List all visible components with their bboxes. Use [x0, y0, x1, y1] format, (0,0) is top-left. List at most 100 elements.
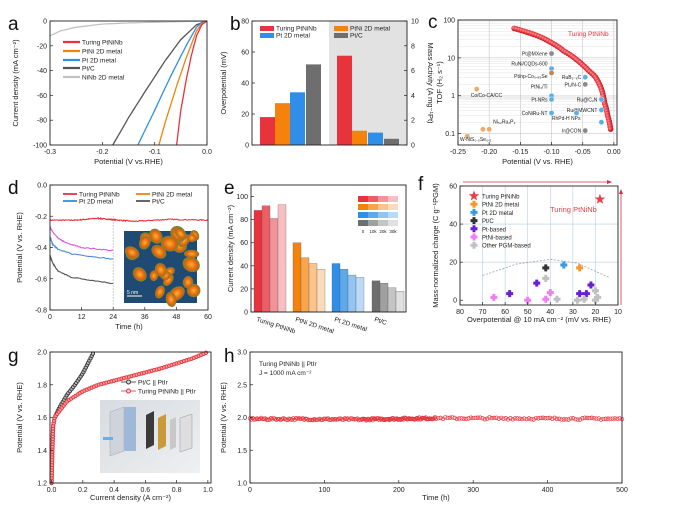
legend-label: 30k — [389, 229, 397, 234]
data-point-4 — [533, 279, 541, 287]
y-tick-label: 40 — [240, 263, 248, 270]
x-axis-title: Potential (V vs. RHE) — [502, 157, 573, 166]
data-point — [366, 417, 372, 422]
legend-label: Pt/C || PtIr — [138, 380, 169, 387]
x-tick-label: -0.2 — [96, 149, 108, 156]
inlet-tube — [103, 437, 113, 440]
y-tick-label: 0 — [43, 19, 47, 26]
data-point — [321, 416, 327, 421]
data-point — [471, 415, 476, 421]
micrograph-island — [151, 244, 167, 259]
inset-micrograph: 5 nm — [124, 225, 201, 308]
x-tick-label: 0.2 — [78, 487, 88, 494]
legend-swatch — [378, 196, 388, 202]
legend-swatch — [358, 220, 368, 226]
scale-bar-label: 5 nm — [127, 290, 138, 296]
y-tick-label: 8 — [411, 43, 415, 50]
legend-swatch — [334, 33, 348, 38]
data-point — [318, 417, 324, 422]
bar-2-2 — [347, 274, 357, 313]
data-point — [508, 416, 513, 421]
data-point — [612, 416, 618, 421]
plot-frame — [250, 184, 407, 313]
y-tick-label: 1.0 — [237, 481, 247, 488]
data-point — [557, 416, 562, 421]
data-point — [438, 415, 443, 421]
reference-label: Ru@MWCNT — [567, 108, 598, 114]
legend-label: Pt/C — [482, 219, 494, 225]
data-point — [517, 416, 522, 421]
legend-label: Turing PtNiNb — [82, 40, 123, 47]
x-tick-label: 200 — [393, 487, 405, 494]
data-point — [580, 416, 585, 421]
micrograph-island — [165, 291, 177, 308]
y-axis-title: TOF (H₂ s⁻¹) — [435, 61, 444, 104]
data-point — [543, 416, 548, 421]
y-axis-title: Potential (V vs. RHE) — [219, 382, 228, 453]
reference-point — [598, 119, 605, 126]
x-axis-title: Potential (V vs.RHE) — [94, 157, 163, 166]
y-tick-label: -0.8 — [35, 308, 47, 315]
data-point — [459, 416, 464, 421]
micrograph-island — [149, 228, 163, 244]
data-point — [526, 416, 532, 421]
data-point — [533, 415, 539, 421]
data-point — [309, 417, 314, 423]
inset-electrolyzer-illustration — [100, 400, 200, 473]
y-tick-label: 80 — [240, 217, 248, 224]
series-line-0 — [49, 216, 209, 223]
y-tick-label: 0 — [453, 298, 457, 305]
y-axis-title: Current density (mA cm⁻²) — [11, 39, 20, 127]
data-point — [352, 417, 357, 422]
data-point — [540, 415, 546, 420]
bar-0-3 — [277, 204, 287, 313]
data-point-0 — [594, 193, 606, 204]
x-tick-label: 70 — [479, 309, 487, 316]
data-point — [571, 416, 576, 421]
micrograph-island — [124, 246, 140, 259]
data-point — [603, 416, 608, 421]
y-axis-title: Current density (mA cm⁻²) — [226, 204, 235, 292]
data-point — [461, 416, 467, 421]
data-point — [617, 416, 622, 421]
data-point — [275, 416, 281, 422]
data-point — [568, 416, 573, 421]
series-annotation: Turing PtNiNb — [568, 31, 609, 38]
flow-plate — [124, 407, 136, 451]
micrograph-island — [132, 267, 147, 282]
x-tick-label: 60 — [204, 314, 212, 321]
reference-label: RuNi/CQDs-600 — [511, 62, 547, 68]
legend-swatch — [388, 204, 398, 210]
data-point — [355, 416, 360, 421]
data-point — [443, 415, 448, 420]
series-line-1 — [49, 226, 114, 252]
legend-label: Pt/C — [350, 33, 363, 40]
reference-label: Pt/np-Co₀.₈₅Se — [514, 74, 548, 80]
panel-h-longterm-chart: 0 100 200 300 400 500 1.0 1.5 2.0 2.5 3.0 Time (h) P… — [219, 350, 628, 503]
legend-marker — [126, 379, 131, 385]
data-point — [468, 415, 474, 420]
legend-label: NiNb 2D metal — [82, 75, 125, 82]
x-tick-label: 50 — [524, 309, 532, 316]
micrograph-island — [160, 235, 179, 252]
legend-marker — [470, 225, 478, 233]
data-point — [491, 415, 497, 421]
legend-swatch — [260, 33, 274, 38]
data-point — [510, 417, 515, 422]
x-tick-label: 24 — [109, 314, 117, 321]
data-point — [345, 416, 350, 421]
data-point — [348, 416, 353, 421]
reference-label: RhPd-H NPs — [552, 116, 581, 122]
legend-label: Pt 2D metal — [82, 58, 117, 65]
mass-activity-bar-2 — [368, 132, 383, 145]
data-point — [601, 416, 606, 422]
legend-label: PtNi 2D metal — [350, 26, 391, 33]
bar-3-3 — [395, 291, 405, 313]
panel-label: d — [8, 178, 19, 199]
x-tick-label: 0 — [248, 487, 252, 494]
y-tick-label: 2 — [411, 118, 415, 125]
data-point — [339, 417, 345, 422]
data-point-5 — [542, 295, 550, 303]
x-tick-label: 300 — [467, 487, 479, 494]
x-tick-label: 20 — [592, 309, 600, 316]
